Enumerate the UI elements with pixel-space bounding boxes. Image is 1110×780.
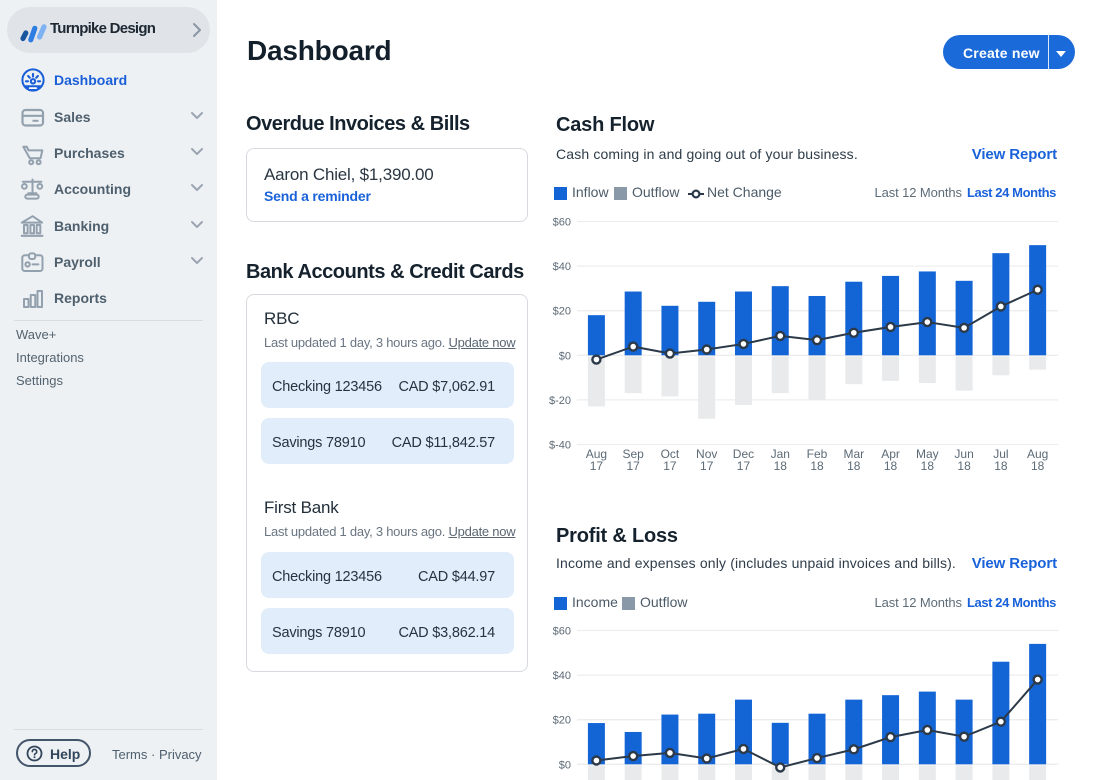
svg-text:Apr: Apr: [881, 447, 900, 461]
svg-text:Jun: Jun: [954, 447, 973, 461]
svg-text:17: 17: [590, 459, 604, 473]
svg-text:Aug: Aug: [586, 447, 607, 461]
svg-text:18: 18: [994, 459, 1008, 473]
svg-text:Mar: Mar: [843, 447, 864, 461]
svg-text:17: 17: [700, 459, 714, 473]
svg-text:18: 18: [884, 459, 898, 473]
svg-text:18: 18: [810, 459, 824, 473]
svg-text:18: 18: [774, 459, 788, 473]
svg-text:$40: $40: [553, 670, 571, 682]
svg-text:$0: $0: [559, 350, 571, 362]
svg-text:17: 17: [737, 459, 751, 473]
svg-text:$-40: $-40: [549, 440, 571, 452]
svg-text:Feb: Feb: [807, 447, 828, 461]
svg-text:Jul: Jul: [993, 447, 1008, 461]
svg-text:Jan: Jan: [771, 447, 790, 461]
svg-text:$60: $60: [553, 626, 571, 638]
svg-text:18: 18: [957, 459, 971, 473]
svg-text:Nov: Nov: [696, 447, 717, 461]
svg-text:$-20: $-20: [549, 395, 571, 407]
svg-text:17: 17: [626, 459, 640, 473]
svg-text:17: 17: [663, 459, 677, 473]
svg-text:$20: $20: [553, 306, 571, 318]
svg-text:18: 18: [847, 459, 861, 473]
svg-text:Dec: Dec: [733, 447, 754, 461]
svg-text:$0: $0: [559, 759, 571, 771]
svg-text:May: May: [916, 447, 939, 461]
svg-text:18: 18: [921, 459, 935, 473]
svg-text:18: 18: [1031, 459, 1045, 473]
svg-text:$60: $60: [553, 217, 571, 229]
svg-text:Aug: Aug: [1027, 447, 1048, 461]
svg-text:$40: $40: [553, 261, 571, 273]
svg-text:$20: $20: [553, 715, 571, 727]
svg-text:Oct: Oct: [661, 447, 680, 461]
svg-text:Sep: Sep: [622, 447, 644, 461]
